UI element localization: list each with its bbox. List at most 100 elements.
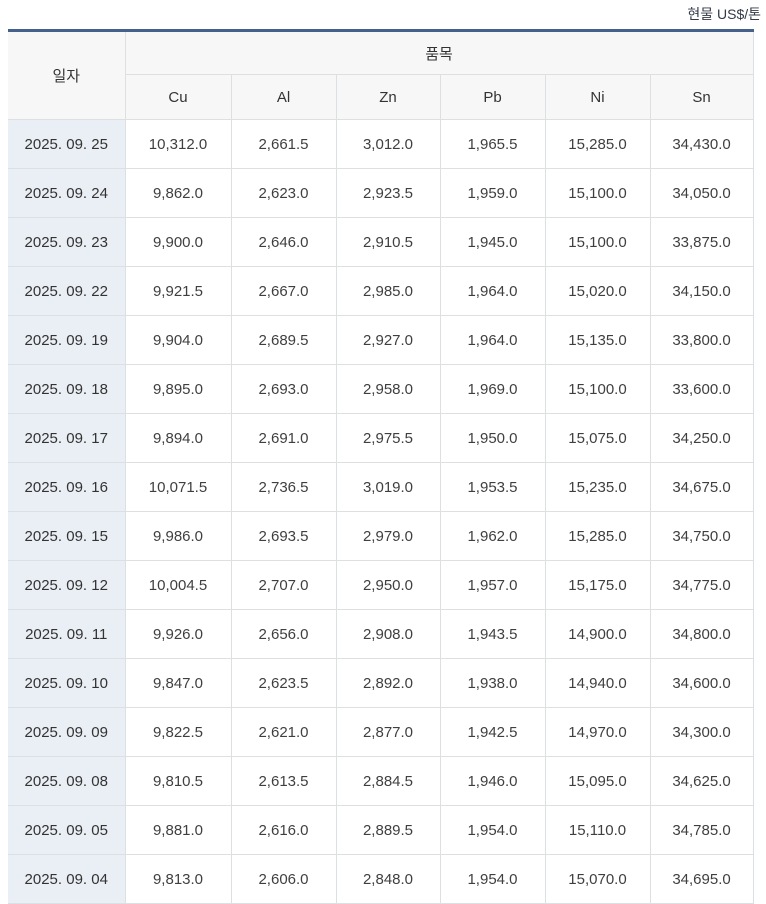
price-cell-zn: 3,019.0: [335, 462, 441, 512]
date-cell: 2025. 09. 08: [8, 756, 126, 806]
date-cell: 2025. 09. 10: [8, 658, 126, 708]
price-cell-pb: 1,969.0: [439, 364, 546, 414]
price-cell-pb: 1,962.0: [439, 511, 546, 561]
price-cell-cu: 9,813.0: [124, 854, 232, 904]
date-cell: 2025. 09. 05: [8, 805, 126, 855]
spot-price-table: 일자 품목 Cu Al Zn Pb Ni Sn 2025. 09. 25 10,312.0 2…: [8, 29, 754, 904]
price-cell-zn: 2,877.0: [335, 707, 441, 757]
date-cell: 2025. 09. 09: [8, 707, 126, 757]
column-header-pb: Pb: [439, 74, 546, 120]
price-cell-cu: 9,862.0: [124, 168, 232, 218]
column-header-date: 일자: [8, 30, 126, 120]
column-header-ni: Ni: [544, 74, 651, 120]
price-cell-cu: 10,004.5: [124, 560, 232, 610]
table-row: 2025. 09. 08 9,810.5 2,613.5 2,884.5 1,946.0…: [8, 756, 754, 806]
table-row: 2025. 09. 15 9,986.0 2,693.5 2,979.0 1,962.0…: [8, 511, 754, 561]
price-cell-pb: 1,954.0: [439, 805, 546, 855]
price-cell-zn: 2,889.5: [335, 805, 441, 855]
price-cell-cu: 9,926.0: [124, 609, 232, 659]
price-cell-al: 2,646.0: [230, 217, 337, 267]
price-cell-zn: 2,884.5: [335, 756, 441, 806]
date-cell: 2025. 09. 11: [8, 609, 126, 659]
price-cell-cu: 9,847.0: [124, 658, 232, 708]
table-row: 2025. 09. 23 9,900.0 2,646.0 2,910.5 1,945.0…: [8, 217, 754, 267]
price-cell-pb: 1,943.5: [439, 609, 546, 659]
date-cell: 2025. 09. 04: [8, 854, 126, 904]
price-cell-zn: 2,979.0: [335, 511, 441, 561]
price-cell-cu: 9,921.5: [124, 266, 232, 316]
price-cell-pb: 1,938.0: [439, 658, 546, 708]
table-row: 2025. 09. 18 9,895.0 2,693.0 2,958.0 1,969.0…: [8, 364, 754, 414]
price-cell-cu: 9,822.5: [124, 707, 232, 757]
price-cell-ni: 15,135.0: [544, 315, 651, 365]
price-cell-ni: 15,095.0: [544, 756, 651, 806]
date-cell: 2025. 09. 17: [8, 413, 126, 463]
price-cell-sn: 34,625.0: [649, 756, 754, 806]
price-cell-pb: 1,959.0: [439, 168, 546, 218]
price-cell-sn: 33,600.0: [649, 364, 754, 414]
column-header-al: Al: [230, 74, 337, 120]
price-cell-pb: 1,957.0: [439, 560, 546, 610]
date-cell: 2025. 09. 12: [8, 560, 126, 610]
date-cell: 2025. 09. 18: [8, 364, 126, 414]
price-cell-ni: 15,100.0: [544, 217, 651, 267]
price-cell-pb: 1,965.5: [439, 119, 546, 169]
unit-label: 현물 US$/톤: [687, 6, 761, 22]
price-cell-ni: 15,110.0: [544, 805, 651, 855]
price-cell-ni: 15,075.0: [544, 413, 651, 463]
header-group-row: 일자 품목: [8, 30, 754, 120]
price-cell-ni: 15,235.0: [544, 462, 651, 512]
price-cell-al: 2,616.0: [230, 805, 337, 855]
price-cell-pb: 1,953.5: [439, 462, 546, 512]
price-cell-zn: 2,892.0: [335, 658, 441, 708]
price-cell-pb: 1,964.0: [439, 315, 546, 365]
price-cell-al: 2,621.0: [230, 707, 337, 757]
price-cell-sn: 34,675.0: [649, 462, 754, 512]
price-cell-sn: 34,250.0: [649, 413, 754, 463]
price-cell-cu: 9,894.0: [124, 413, 232, 463]
price-cell-cu: 10,312.0: [124, 119, 232, 169]
price-cell-sn: 34,800.0: [649, 609, 754, 659]
table-row: 2025. 09. 19 9,904.0 2,689.5 2,927.0 1,964.0…: [8, 315, 754, 365]
price-cell-ni: 15,175.0: [544, 560, 651, 610]
table-body: 2025. 09. 25 10,312.0 2,661.5 3,012.0 1,965.…: [8, 119, 754, 904]
price-cell-zn: 2,985.0: [335, 266, 441, 316]
table-row: 2025. 09. 22 9,921.5 2,667.0 2,985.0 1,964.0…: [8, 266, 754, 316]
price-cell-zn: 3,012.0: [335, 119, 441, 169]
price-cell-cu: 9,810.5: [124, 756, 232, 806]
price-cell-cu: 9,904.0: [124, 315, 232, 365]
price-cell-ni: 15,285.0: [544, 511, 651, 561]
price-cell-zn: 2,958.0: [335, 364, 441, 414]
price-cell-al: 2,689.5: [230, 315, 337, 365]
price-cell-al: 2,691.0: [230, 413, 337, 463]
price-cell-sn: 34,750.0: [649, 511, 754, 561]
price-cell-sn: 34,600.0: [649, 658, 754, 708]
date-cell: 2025. 09. 19: [8, 315, 126, 365]
price-cell-sn: 34,050.0: [649, 168, 754, 218]
price-cell-sn: 34,150.0: [649, 266, 754, 316]
price-cell-zn: 2,950.0: [335, 560, 441, 610]
table-header: 일자 품목 Cu Al Zn Pb Ni Sn: [8, 30, 754, 120]
price-cell-zn: 2,910.5: [335, 217, 441, 267]
price-cell-zn: 2,975.5: [335, 413, 441, 463]
price-cell-pb: 1,954.0: [439, 854, 546, 904]
price-cell-sn: 33,800.0: [649, 315, 754, 365]
price-cell-ni: 15,020.0: [544, 266, 651, 316]
price-cell-al: 2,693.5: [230, 511, 337, 561]
price-cell-cu: 10,071.5: [124, 462, 232, 512]
price-cell-al: 2,693.0: [230, 364, 337, 414]
price-cell-cu: 9,895.0: [124, 364, 232, 414]
price-cell-pb: 1,945.0: [439, 217, 546, 267]
price-cell-zn: 2,908.0: [335, 609, 441, 659]
table-row: 2025. 09. 05 9,881.0 2,616.0 2,889.5 1,954.0…: [8, 805, 754, 855]
price-cell-zn: 2,848.0: [335, 854, 441, 904]
price-cell-sn: 34,300.0: [649, 707, 754, 757]
price-cell-al: 2,661.5: [230, 119, 337, 169]
price-cell-pb: 1,942.5: [439, 707, 546, 757]
price-cell-pb: 1,946.0: [439, 756, 546, 806]
table-row: 2025. 09. 25 10,312.0 2,661.5 3,012.0 1,965.…: [8, 119, 754, 169]
price-cell-sn: 33,875.0: [649, 217, 754, 267]
price-cell-al: 2,606.0: [230, 854, 337, 904]
price-cell-ni: 14,900.0: [544, 609, 651, 659]
